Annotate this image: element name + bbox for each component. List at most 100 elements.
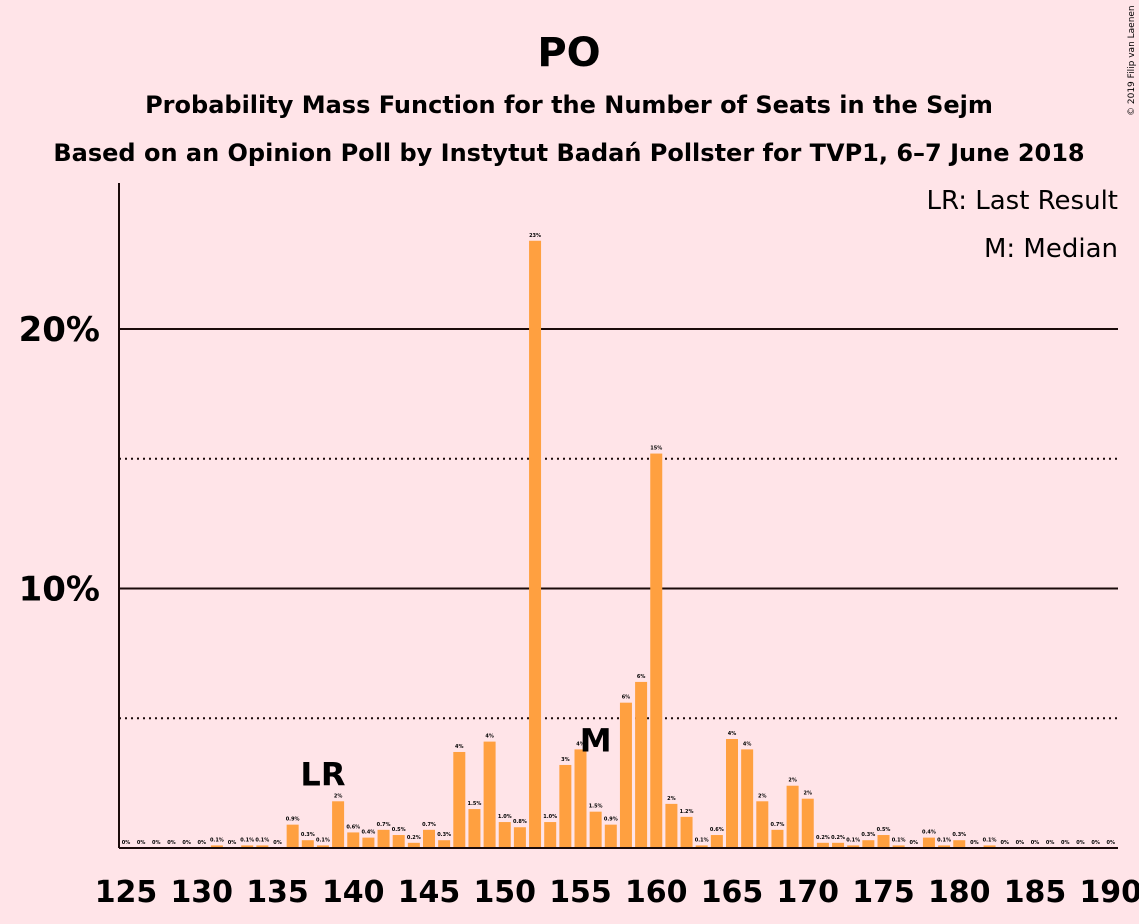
data-label-154: 3% xyxy=(561,757,570,763)
bar-142 xyxy=(377,829,390,848)
bar-168 xyxy=(771,829,784,848)
bar-149 xyxy=(483,741,496,848)
data-label-176: 0.1% xyxy=(892,837,906,843)
data-label-171: 0.2% xyxy=(816,835,830,841)
data-label-149: 4% xyxy=(485,734,494,740)
bar-170 xyxy=(801,798,814,848)
data-label-125: 0% xyxy=(122,840,131,846)
bar-182 xyxy=(983,845,996,848)
data-label-181: 0% xyxy=(970,840,979,846)
axes xyxy=(118,183,1118,849)
bar-159 xyxy=(635,681,648,848)
x-tick-label-155: 155 xyxy=(549,875,612,910)
bar-160 xyxy=(650,453,663,848)
data-label-178: 0.4% xyxy=(922,830,936,836)
bar-144 xyxy=(407,842,420,848)
marker-m: M xyxy=(580,722,612,760)
data-label-147: 4% xyxy=(455,744,464,750)
data-label-185: 0% xyxy=(1031,840,1040,846)
y-tick-label-10: 10% xyxy=(19,570,100,610)
copyright-notice: © 2019 Filip van Laenen xyxy=(1127,5,1137,116)
bar-145 xyxy=(423,829,435,848)
data-label-142: 0.7% xyxy=(377,822,391,828)
x-tick-label-160: 160 xyxy=(625,875,688,910)
data-label-136: 0.9% xyxy=(286,817,300,823)
data-label-138: 0.1% xyxy=(316,837,330,843)
data-label-132: 0% xyxy=(228,840,237,846)
bar-146 xyxy=(438,840,451,848)
bars xyxy=(210,240,996,848)
bar-174 xyxy=(862,840,875,848)
data-label-126: 0% xyxy=(137,840,146,846)
data-label-165: 4% xyxy=(728,731,737,737)
data-label-190: 0% xyxy=(1107,840,1116,846)
x-tick-label-180: 180 xyxy=(928,875,991,910)
bar-179 xyxy=(938,845,951,848)
data-label-187: 0% xyxy=(1061,840,1070,846)
chart-title: PO xyxy=(537,30,600,76)
data-label-150: 1.0% xyxy=(498,814,512,820)
bar-133 xyxy=(241,845,254,848)
bar-162 xyxy=(680,816,693,848)
data-label-146: 0.3% xyxy=(437,832,451,838)
bar-171 xyxy=(816,842,829,848)
legend-median: M: Median xyxy=(984,234,1118,264)
x-tick-label-125: 125 xyxy=(95,875,158,910)
data-label-129: 0% xyxy=(182,840,191,846)
data-label-148: 1.5% xyxy=(468,801,482,807)
bar-150 xyxy=(498,822,511,848)
data-label-173: 0.1% xyxy=(846,837,860,843)
legend-last-result: LR: Last Result xyxy=(926,186,1118,216)
x-tick-label-145: 145 xyxy=(398,875,461,910)
data-label-127: 0% xyxy=(152,840,161,846)
data-label-179: 0.1% xyxy=(937,837,951,843)
data-label-172: 0.2% xyxy=(831,835,845,841)
data-label-180: 0.3% xyxy=(952,832,966,838)
bar-138 xyxy=(316,845,329,848)
x-tick-label-165: 165 xyxy=(701,875,764,910)
bar-164 xyxy=(710,835,723,848)
data-label-169: 2% xyxy=(788,778,797,784)
bar-147 xyxy=(453,751,466,848)
data-label-130: 0% xyxy=(198,840,207,846)
bar-154 xyxy=(559,764,572,848)
data-label-145: 0.7% xyxy=(422,822,436,828)
x-tick-label-140: 140 xyxy=(322,875,385,910)
bar-139 xyxy=(332,801,345,848)
data-label-162: 1.2% xyxy=(680,809,694,815)
y-tick-labels: 10% 20% xyxy=(19,310,100,610)
x-tick-label-135: 135 xyxy=(246,875,309,910)
bar-143 xyxy=(392,835,405,848)
data-label-139: 2% xyxy=(334,793,343,799)
bar-161 xyxy=(665,803,678,848)
bar-172 xyxy=(832,842,845,848)
data-labels: 0% 0% 0% 0% 0% 0% 0.1% 0% 0.1% 0.1% 0%0.9%0.3%0.1%… xyxy=(122,233,1115,846)
data-label-186: 0% xyxy=(1046,840,1055,846)
data-label-135: 0% xyxy=(273,840,282,846)
bar-137 xyxy=(301,840,314,848)
bar-155 xyxy=(574,749,587,848)
bar-153 xyxy=(544,822,557,848)
y-tick-label-20: 20% xyxy=(19,310,100,350)
bar-156 xyxy=(589,811,602,848)
bar-151 xyxy=(513,827,526,848)
data-label-137: 0.3% xyxy=(301,832,315,838)
data-label-128: 0% xyxy=(167,840,176,846)
data-label-144: 0.2% xyxy=(407,835,421,841)
bar-131 xyxy=(210,845,223,848)
data-label-184: 0% xyxy=(1016,840,1025,846)
bar-148 xyxy=(468,809,481,848)
bar-157 xyxy=(604,824,617,848)
data-label-161: 2% xyxy=(667,796,676,802)
data-label-159: 6% xyxy=(637,674,646,680)
data-label-188: 0% xyxy=(1076,840,1085,846)
data-label-177: 0% xyxy=(910,840,919,846)
bar-136 xyxy=(286,824,299,848)
data-label-156: 1.5% xyxy=(589,804,603,810)
data-label-168: 0.7% xyxy=(771,822,785,828)
x-tick-label-150: 150 xyxy=(473,875,536,910)
bar-175 xyxy=(877,835,890,848)
data-label-174: 0.3% xyxy=(861,832,875,838)
data-label-182: 0.1% xyxy=(983,837,997,843)
